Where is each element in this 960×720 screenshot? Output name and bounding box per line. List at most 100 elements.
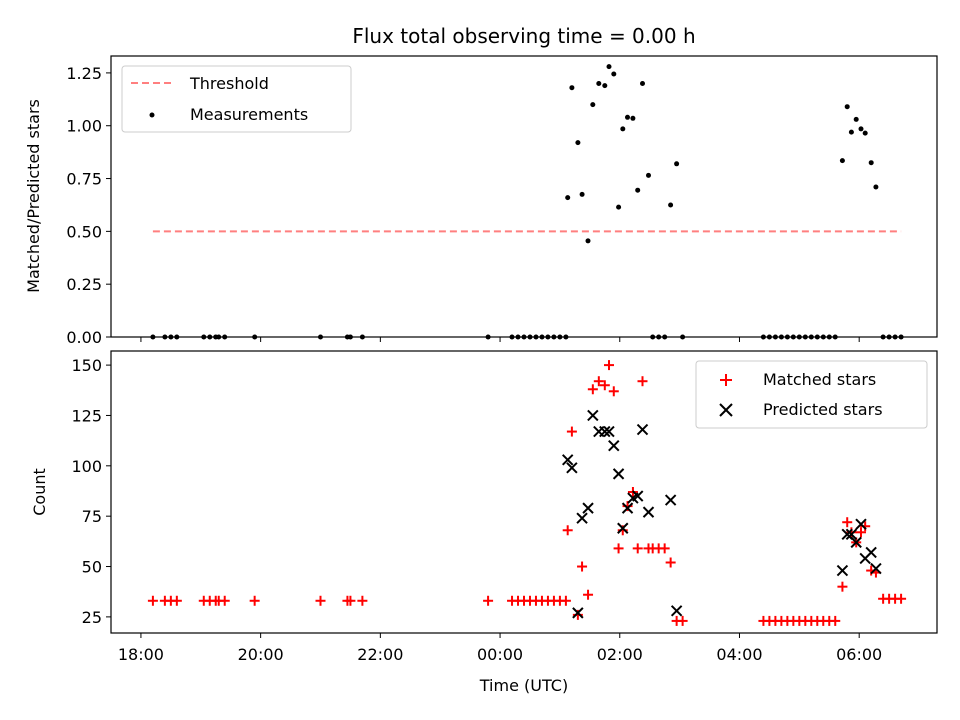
predicted-star-point (836, 564, 849, 577)
x-tick-label: 00:00 (477, 645, 523, 664)
measurement-point (674, 161, 680, 167)
predicted-star-point (599, 425, 611, 438)
measurement-point (606, 64, 612, 70)
chart-title: Flux total observing time = 0.00 h (352, 24, 695, 48)
matched-star-point (830, 615, 841, 626)
matched-star-point (566, 426, 577, 437)
top-panel-frame (110, 55, 938, 338)
top-legend-box (121, 65, 352, 133)
predicted-legend-marker (719, 403, 733, 417)
bottom-y-tick-label: 125 (71, 406, 102, 425)
predicted-star-point (870, 562, 882, 575)
x-tick-label: 18:00 (118, 645, 164, 664)
predicted-star-point (664, 494, 677, 506)
matched-star-point (587, 384, 598, 395)
matched-star-point (613, 543, 624, 554)
x-tick-label: 22:00 (357, 645, 403, 664)
predicted-star-point (841, 528, 853, 541)
measurements-legend-marker (149, 112, 155, 118)
measurement-point (862, 130, 868, 136)
matched-star-point (659, 543, 670, 554)
predicted-star-point (621, 502, 634, 514)
measurement-point (858, 126, 864, 132)
matched-star-point (637, 376, 648, 387)
x-tick-label: 06:00 (836, 645, 882, 664)
matched-star-point (562, 525, 573, 536)
predicted-star-point (636, 423, 649, 436)
threshold-legend-label: Threshold (189, 74, 269, 93)
predicted-star-point (608, 439, 620, 452)
measurement-point (640, 81, 645, 86)
matched-legend-label: Matched stars (763, 370, 876, 389)
measurement-point (630, 115, 636, 121)
predicted-legend-label: Predicted stars (763, 400, 883, 419)
predicted-star-point (561, 454, 574, 466)
matched-star-point (147, 595, 158, 606)
predicted-star-point (566, 462, 578, 474)
matched-star-point (577, 561, 588, 572)
x-tick-label: 04:00 (716, 645, 762, 664)
bottom-y-axis-label: Count (30, 468, 49, 516)
measurement-point (590, 102, 596, 108)
measurement-point (668, 202, 674, 208)
bottom-y-tick-label: 50 (82, 558, 102, 577)
measurement-point (646, 172, 651, 178)
matched-star-point (583, 589, 594, 600)
x-tick-label: 02:00 (597, 645, 643, 664)
matched-star-point (896, 593, 907, 604)
matched-star-point (665, 557, 676, 568)
matched-star-point (483, 595, 494, 606)
measurement-point (596, 81, 602, 86)
matched-star-point (345, 595, 356, 606)
measurement-point (868, 160, 874, 166)
matched-star-point (855, 527, 866, 538)
matched-star-point (315, 595, 326, 606)
bottom-legend-box (695, 360, 928, 429)
measurement-point (611, 71, 617, 77)
matched-star-point (599, 380, 610, 391)
top-y-tick-label: 0.50 (66, 222, 102, 241)
measurement-point (844, 104, 850, 110)
measurement-point (620, 126, 626, 132)
bottom-panel: 25 50 75 100 125 150 18:00 20:00 22:00 00:00 02:0… (30, 350, 938, 695)
predicted-star-point (603, 425, 615, 438)
measurement-point (616, 204, 622, 210)
predicted-star-point (855, 518, 867, 530)
predicted-star-point (845, 528, 858, 541)
predicted-star-point (670, 605, 683, 617)
top-panel: 0.00 0.25 0.50 0.75 1.00 1.25 Matched/Predict… (24, 55, 938, 347)
top-y-tick-label: 1.25 (66, 64, 102, 83)
top-y-tick-label: 0.75 (66, 170, 102, 189)
matched-star-point (219, 595, 230, 606)
bottom-y-tick-label: 25 (82, 608, 102, 627)
measurement-point (585, 238, 591, 244)
x-axis-label: Time (UTC) (479, 676, 568, 695)
measurement-point (853, 116, 859, 122)
predicted-star-point (587, 409, 599, 422)
measurement-point (635, 187, 641, 193)
matched-star-point (632, 543, 643, 554)
bottom-y-tick-label: 75 (82, 507, 102, 526)
predicted-star-point (865, 546, 877, 559)
predicted-star-point (617, 522, 629, 534)
matched-star-point (593, 376, 604, 387)
predicted-star-point (632, 490, 644, 502)
predicted-star-point (572, 607, 584, 619)
matched-star-point (677, 615, 688, 626)
bottom-y-tick-label: 150 (71, 356, 102, 375)
predicted-star-point (612, 468, 625, 480)
matched-star-point (608, 386, 619, 397)
matched-star-point (842, 517, 853, 528)
measurements-legend-label: Measurements (190, 105, 308, 124)
measurement-point (839, 158, 845, 164)
measurement-point (565, 195, 571, 201)
top-y-tick-label: 1.00 (66, 117, 102, 136)
predicted-star-point (582, 502, 594, 514)
predicted-star-point (642, 506, 655, 518)
measurement-point (569, 85, 575, 91)
predicted-star-point (576, 512, 588, 524)
bottom-panel-frame (110, 350, 938, 634)
measurement-point (579, 191, 585, 197)
matched-star-point (171, 595, 182, 606)
measurement-point (848, 129, 854, 135)
